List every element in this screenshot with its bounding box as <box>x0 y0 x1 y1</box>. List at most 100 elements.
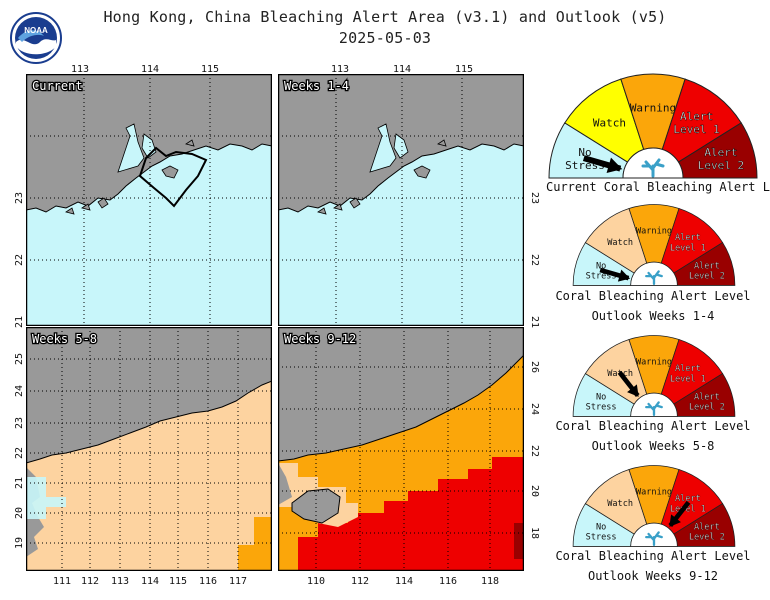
svg-text:114: 114 <box>395 576 413 587</box>
svg-text:21: 21 <box>14 316 25 328</box>
svg-text:118: 118 <box>481 576 499 587</box>
gauge-pointer-head <box>617 269 631 282</box>
gauge-label-watch: Watch <box>607 238 633 248</box>
gauge-pointer-head <box>606 157 623 174</box>
svg-text:22: 22 <box>14 254 25 266</box>
coral-icon <box>641 158 665 178</box>
svg-text:114: 114 <box>141 64 159 75</box>
coral-icon <box>645 531 663 547</box>
gauge-pointer-head <box>669 514 681 527</box>
svg-text:24: 24 <box>14 385 25 397</box>
gauge-hub <box>630 261 678 286</box>
gauge-label-warning: Warning <box>636 227 672 237</box>
svg-text:115: 115 <box>201 64 219 75</box>
gauge-label-alert1: Level 1 <box>673 123 719 136</box>
gauge-weeks9-12-caption: Coral Bleaching Alert Level <box>555 549 751 563</box>
gauge-label-alert1: Level 1 <box>670 504 706 514</box>
svg-text:23: 23 <box>529 192 540 204</box>
page-title: Hong Kong, China Bleaching Alert Area (v… <box>103 8 667 26</box>
gauge-weeks9-12: No Stress Watch Warning Alert Level 1 Alert Lev… <box>570 464 738 552</box>
svg-text:112: 112 <box>81 576 99 587</box>
svg-text:22: 22 <box>529 445 540 457</box>
svg-text:115: 115 <box>169 576 187 587</box>
gauge-label-alert2: Alert <box>694 392 720 402</box>
svg-text:113: 113 <box>111 576 129 587</box>
gauge-label-no_stress: No <box>596 392 606 402</box>
gauge-weeks1-4: No Stress Watch Warning Alert Level 1 Alert Lev… <box>570 203 738 291</box>
gauge-label-alert2: Level 2 <box>689 532 725 542</box>
gauge-label-alert2: Level 2 <box>689 402 725 412</box>
gauge-weeks5-8-subcaption: Outlook Weeks 5-8 <box>591 439 715 453</box>
gauge-weeks5-8-caption: Coral Bleaching Alert Level <box>555 419 751 433</box>
svg-text:111: 111 <box>53 576 71 587</box>
gauge-label-alert2: Alert <box>694 261 720 271</box>
gauge-label-warning: Warning <box>636 358 672 368</box>
svg-text:116: 116 <box>199 576 217 587</box>
svg-text:112: 112 <box>351 576 369 587</box>
gauge-hub <box>630 522 678 547</box>
svg-text:20: 20 <box>14 507 25 519</box>
svg-text:23: 23 <box>14 417 25 429</box>
svg-text:113: 113 <box>331 64 349 75</box>
gauge-label-no_stress: Stress <box>586 532 617 542</box>
gauge-hub <box>630 392 678 417</box>
gauge-label-alert2: Level 2 <box>698 159 744 172</box>
svg-text:23: 23 <box>14 192 25 204</box>
svg-text:113: 113 <box>71 64 89 75</box>
gauge-weeks9-12-subcaption: Outlook Weeks 9-12 <box>587 569 719 583</box>
svg-text:18: 18 <box>529 527 540 539</box>
svg-text:117: 117 <box>229 576 247 587</box>
svg-text:24: 24 <box>529 403 540 415</box>
svg-text:115: 115 <box>455 64 473 75</box>
panel-label: Weeks 1-4 <box>284 79 349 93</box>
gauge-label-alert2: Level 2 <box>689 271 725 281</box>
map-panel-weeks9-12: Weeks 9-12 <box>278 327 524 571</box>
gauge-label-alert1: Alert <box>680 110 713 123</box>
panel-label: Current <box>32 79 83 93</box>
svg-text:22: 22 <box>529 254 540 266</box>
gauge-label-alert2: Alert <box>704 146 737 159</box>
map-panel-weeks1-4: Weeks 1-4 <box>278 74 524 326</box>
gauge-label-alert1: Alert <box>675 494 701 504</box>
gauge-current-caption: Current Coral Bleaching Alert Level <box>546 180 770 194</box>
svg-text:25: 25 <box>14 353 25 365</box>
panel-label: Weeks 9-12 <box>284 332 356 346</box>
gauge-weeks1-4-caption: Coral Bleaching Alert Level <box>555 289 751 303</box>
gauge-label-warning: Warning <box>636 488 672 498</box>
svg-text:110: 110 <box>307 576 325 587</box>
gauge-label-alert2: Alert <box>694 522 720 532</box>
gauge-label-alert1: Alert <box>675 364 701 374</box>
panel-weeks9-12-ticks: 110 112 114 116 118 26 24 22 20 18 <box>307 361 540 587</box>
coral-icon <box>645 401 663 417</box>
svg-text:20: 20 <box>529 485 540 497</box>
gauge-label-no_stress: Stress <box>586 271 617 281</box>
gauge-label-watch: Watch <box>593 116 626 129</box>
svg-text:114: 114 <box>141 576 159 587</box>
gauge-label-alert1: Alert <box>675 233 701 243</box>
noaa-logo: NOAA <box>10 12 62 64</box>
svg-text:21: 21 <box>529 316 540 328</box>
gauge-current: No Stress Watch Warning Alert Level 1 Alert Lev… <box>546 72 760 184</box>
gauge-hub <box>622 147 684 179</box>
gauge-pointer-head <box>627 384 639 397</box>
gauge-label-no_stress: Stress <box>586 402 617 412</box>
panel-weeks5-8-ticks: 111 112 113 114 115 116 117 25 24 23 22 … <box>14 353 247 587</box>
panel-weeks1-4-ticks: 113 114 115 23 22 21 <box>331 64 540 328</box>
map-panel-current: Current <box>26 74 272 326</box>
gauge-label-watch: Watch <box>607 499 633 509</box>
svg-text:NOAA: NOAA <box>24 26 48 35</box>
svg-text:21: 21 <box>14 477 25 489</box>
svg-text:19: 19 <box>14 537 25 549</box>
svg-text:114: 114 <box>393 64 411 75</box>
page-date: 2025-05-03 <box>338 29 432 47</box>
gauge-weeks1-4-subcaption: Outlook Weeks 1-4 <box>591 309 715 323</box>
gauge-label-no_stress: No <box>578 146 591 159</box>
panel-current-ticks: 113 114 115 23 22 21 <box>14 64 219 328</box>
gauge-label-no_stress: No <box>596 261 606 271</box>
gauge-label-no_stress: No <box>596 522 606 532</box>
svg-text:116: 116 <box>439 576 457 587</box>
coral-icon <box>645 270 663 286</box>
svg-text:26: 26 <box>529 361 540 373</box>
panel-label: Weeks 5-8 <box>32 332 97 346</box>
